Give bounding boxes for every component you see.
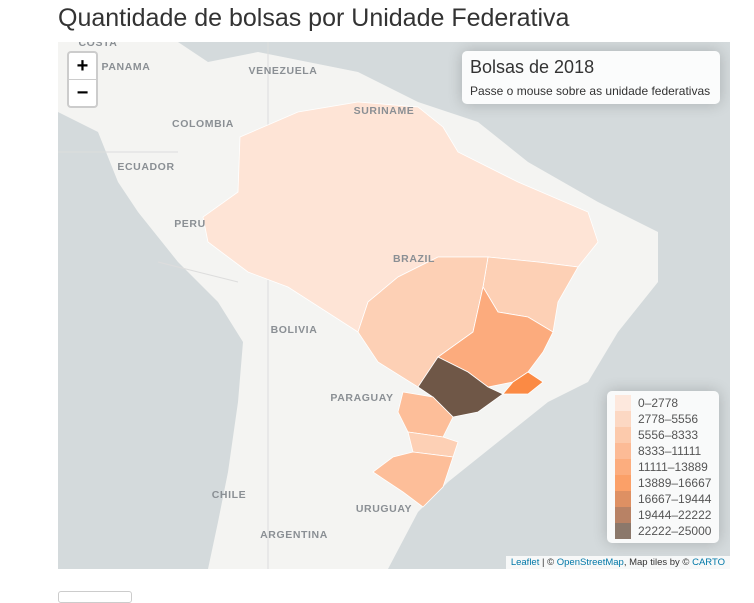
legend-item: 11111–13889	[615, 459, 711, 475]
map-label: CHILE	[212, 489, 247, 501]
map-label: ECUADOR	[117, 161, 174, 173]
legend-swatch	[615, 427, 631, 443]
state[interactable]	[502, 371, 544, 395]
legend-label: 22222–25000	[638, 524, 712, 538]
info-subtitle: Passe o mouse sobre as unidade federativ…	[470, 84, 711, 98]
legend-swatch	[615, 491, 631, 507]
map-canvas: COSTA PANAMA VENEZUELA COLOMBIA SURINAME ECUA…	[58, 42, 658, 569]
state[interactable]	[372, 451, 454, 508]
legend-label: 11111–13889	[638, 460, 708, 474]
legend-swatch	[615, 395, 631, 411]
map-label: PARAGUAY	[330, 392, 393, 404]
legend-item: 8333–11111	[615, 443, 711, 459]
map-label: COLOMBIA	[172, 118, 234, 130]
attribution: Leaflet | © OpenStreetMap, Map tiles by …	[505, 556, 730, 569]
legend-label: 2778–5556	[638, 412, 699, 426]
legend-swatch	[615, 411, 631, 427]
map-label: COSTA	[79, 42, 118, 49]
state[interactable]	[407, 431, 459, 458]
text: | ©	[539, 557, 557, 568]
map-label: SURINAME	[354, 105, 415, 117]
map-label: BRAZIL	[393, 253, 435, 265]
legend-swatch	[615, 507, 631, 523]
link[interactable]: Leaflet	[510, 557, 540, 568]
map-label: VENEZUELA	[249, 65, 318, 77]
legend-item: 19444–22222	[615, 507, 711, 523]
legend-item: 16667–19444	[615, 491, 711, 507]
legend-item: 2778–5556	[615, 411, 711, 427]
map-label: BOLIVIA	[271, 324, 318, 336]
zoom-in[interactable]: +	[76, 55, 89, 77]
legend-item: 5556–8333	[615, 427, 711, 443]
map-label: PERU	[174, 218, 206, 230]
map-label: URUGUAY	[356, 503, 412, 515]
link[interactable]: CARTO	[692, 557, 725, 568]
legend-swatch	[615, 459, 631, 475]
info-box: Bolsas de 2018 Passe o mouse sobre as un…	[462, 51, 720, 104]
legend-label: 0–2778	[638, 396, 679, 410]
legend-swatch	[615, 523, 631, 539]
legend-label: 5556–8333	[638, 428, 699, 442]
legend-label: 19444–22222	[638, 508, 712, 522]
legend-item: 0–2778	[615, 395, 711, 411]
legend-swatch	[615, 475, 631, 491]
button[interactable]	[58, 591, 132, 603]
legend-label: 13889–16667	[638, 476, 712, 490]
zoom-control: + −	[67, 51, 98, 108]
map[interactable]: COSTA PANAMA VENEZUELA COLOMBIA SURINAME ECUA…	[58, 42, 730, 569]
legend: 0–2778 2778–5556 5556–8333 8333–11111 11111–…	[607, 391, 720, 543]
legend-swatch	[615, 443, 631, 459]
title: Quantidade de bolsas por Unidade Federat…	[58, 4, 570, 32]
legend-item: 22222–25000	[615, 523, 711, 539]
zoom-out[interactable]: −	[69, 79, 96, 106]
link[interactable]: OpenStreetMap	[556, 557, 624, 568]
map-label: PANAMA	[102, 61, 151, 73]
map-label: ARGENTINA	[260, 529, 328, 541]
text: , Map tiles by ©	[623, 557, 693, 568]
legend-label: 16667–19444	[638, 492, 712, 506]
info-title: Bolsas de 2018	[470, 57, 595, 77]
legend-item: 13889–16667	[615, 475, 711, 491]
legend-label: 8333–11111	[638, 444, 702, 458]
